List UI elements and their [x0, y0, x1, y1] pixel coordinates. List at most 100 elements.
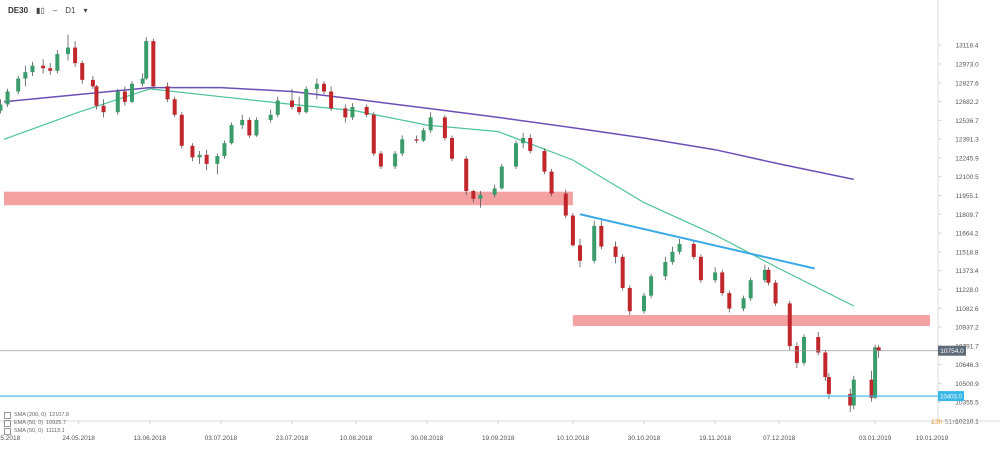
candle-down [766, 269, 771, 283]
x-tick-label: 23.07.2018 [276, 435, 309, 442]
legend-row-sma200[interactable]: SMA (200, 0) 12107.8 [4, 411, 69, 419]
candle-down [73, 47, 78, 64]
y-tick-label: 13118.4 [955, 43, 978, 50]
candle-up [762, 269, 767, 281]
candle-up [350, 107, 355, 118]
y-tick-label: 10646.3 [955, 362, 979, 369]
chart-toolbar: DE30 ▮▯ – D1 ▾ [8, 6, 88, 15]
candle-up [670, 251, 675, 263]
candle-down [122, 91, 127, 102]
y-tick-label: 12100.5 [955, 174, 979, 181]
candle-up [240, 119, 245, 126]
y-tick-label: 10791.7 [955, 343, 979, 350]
candle-up [400, 139, 405, 154]
y-tick-label: 12827.6 [955, 80, 979, 87]
candle-down [570, 215, 575, 246]
candle-up [741, 298, 746, 309]
candle-down [48, 68, 53, 71]
candle-down [378, 153, 383, 167]
countdown-minutes: 51m [944, 419, 959, 426]
candle-down [179, 114, 184, 146]
visibility-checkbox[interactable] [4, 427, 11, 435]
candle-down [826, 377, 831, 394]
sma200-line [3, 86, 854, 181]
candle-up [642, 295, 646, 312]
candle-up [492, 188, 497, 195]
candle-down [823, 352, 828, 378]
candle-up [115, 91, 120, 113]
candle-down [727, 293, 732, 309]
candle-down [343, 108, 348, 118]
support-price-tag [938, 391, 964, 402]
y-tick-label: 12536.7 [955, 118, 979, 125]
candle-down [542, 150, 547, 172]
candle-down [172, 99, 177, 115]
candle-down [329, 91, 334, 109]
y-tick-label: 11664.2 [955, 231, 978, 238]
y-tick-label: 10210.1 [955, 419, 979, 426]
candle-up [663, 262, 668, 277]
candle-down [471, 191, 476, 199]
visibility-checkbox[interactable] [4, 411, 11, 419]
candle-down [165, 86, 170, 100]
legend-label: EMA (50, 0) [14, 420, 44, 426]
candle-down [247, 119, 252, 136]
y-tick-label: 10937.2 [955, 325, 979, 332]
y-tick-label: 11809.7 [955, 212, 978, 219]
candle-down [80, 63, 85, 80]
candle-up [478, 194, 483, 199]
candle-down [322, 83, 326, 92]
candle-up [140, 78, 145, 84]
bar-countdown: 13h 51m [931, 419, 958, 426]
candle-up [873, 347, 878, 398]
timeframe-label[interactable]: D1 [65, 6, 76, 15]
candle-down [151, 41, 156, 87]
candlestick-icon[interactable]: ▮▯ [36, 6, 45, 15]
candle-down [613, 246, 618, 257]
candle-up [229, 125, 234, 144]
x-tick-label: 19.09.2018 [482, 435, 515, 442]
current-price-tag [938, 345, 966, 356]
y-tick-label: 11955.1 [955, 193, 978, 200]
candle-down [848, 393, 853, 406]
resistance-zone [572, 315, 930, 327]
candle-down [720, 272, 725, 294]
y-tick-label: 10500.9 [955, 381, 979, 388]
visibility-checkbox[interactable] [4, 419, 11, 427]
candle-down [290, 100, 294, 108]
candle-down [364, 107, 369, 115]
candle-up [748, 280, 753, 299]
candle-up [5, 91, 10, 105]
candle-down [787, 303, 792, 347]
chevron-down-icon[interactable]: ▾ [83, 6, 88, 15]
legend-row-sma50[interactable]: SMA (50, 0) 11113.1 [4, 427, 69, 435]
symbol-label[interactable]: DE30 [8, 6, 29, 15]
legend-row-ema50[interactable]: EMA (50, 0) 10925.7 [4, 419, 69, 427]
indicator-legend: SMA (200, 0) 12107.8 EMA (50, 0) 10925.7… [4, 411, 69, 435]
candle-down [464, 158, 469, 192]
candle-up [677, 243, 682, 252]
candle-down [549, 171, 554, 194]
ma50-line [3, 88, 855, 307]
y-tick-label: 11082.6 [955, 306, 978, 313]
candle-up [16, 78, 21, 92]
candle-up [130, 83, 134, 102]
candle-down [450, 138, 454, 159]
x-tick-label: 19.01.2019 [916, 435, 949, 442]
candle-up [254, 119, 259, 136]
y-tick-label: 11228.0 [955, 287, 978, 294]
x-tick-label: 24.05.2018 [62, 435, 95, 442]
separator: – [52, 6, 58, 15]
candle-up [499, 166, 504, 189]
x-tick-label: 03.01.2019 [859, 435, 892, 442]
candle-down [691, 243, 696, 257]
candle-down [816, 337, 821, 353]
candle-down [41, 65, 46, 69]
legend-label: SMA (50, 0) [14, 428, 44, 434]
candle-down [94, 86, 99, 106]
candle-up [428, 117, 433, 131]
candle-down [442, 117, 447, 139]
candle-down [297, 107, 302, 113]
x-tick-label: 10.10.2018 [557, 435, 590, 442]
